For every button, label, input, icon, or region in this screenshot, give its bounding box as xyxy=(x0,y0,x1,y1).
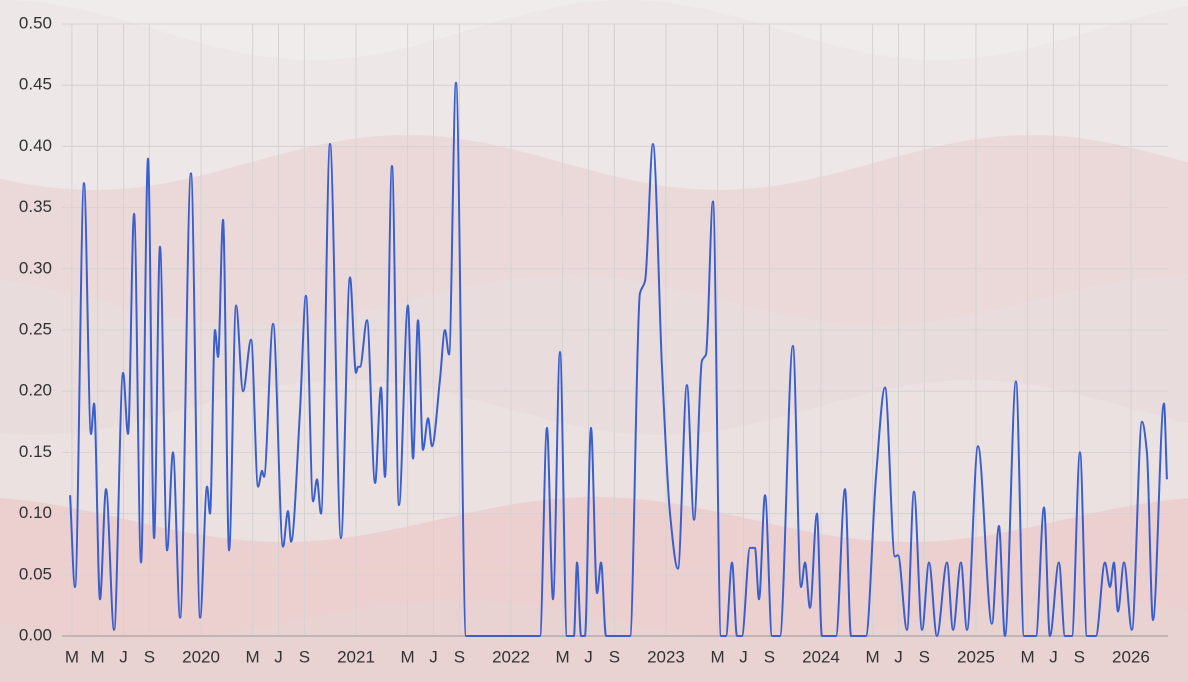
y-tick-label: 0.05 xyxy=(19,564,52,583)
x-tick-label: J xyxy=(1049,647,1058,666)
y-tick-label: 0.50 xyxy=(19,13,52,32)
y-tick-label: 0.40 xyxy=(19,136,52,155)
x-tick-label: M xyxy=(556,647,570,666)
x-tick-label: 2021 xyxy=(337,647,375,666)
y-tick-label: 0.35 xyxy=(19,197,52,216)
x-tick-label: J xyxy=(429,647,438,666)
x-tick-label: J xyxy=(119,647,128,666)
bg-band xyxy=(0,600,1188,682)
y-tick-label: 0.30 xyxy=(19,258,52,277)
x-tick-label: M xyxy=(91,647,105,666)
x-tick-label: M xyxy=(866,647,880,666)
x-tick-label: 2025 xyxy=(957,647,995,666)
y-tick-label: 0.20 xyxy=(19,381,52,400)
y-tick-label: 0.25 xyxy=(19,319,52,338)
x-tick-label: M xyxy=(65,647,79,666)
x-tick-label: M xyxy=(401,647,415,666)
x-tick-label: S xyxy=(919,647,930,666)
x-tick-label: M xyxy=(711,647,725,666)
x-tick-label: 2022 xyxy=(492,647,530,666)
x-tick-label: J xyxy=(739,647,748,666)
x-tick-label: S xyxy=(299,647,310,666)
y-tick-label: 0.00 xyxy=(19,625,52,644)
x-tick-label: 2023 xyxy=(647,647,685,666)
x-tick-label: S xyxy=(609,647,620,666)
x-tick-label: S xyxy=(454,647,465,666)
x-tick-label: J xyxy=(584,647,593,666)
x-tick-label: S xyxy=(764,647,775,666)
x-tick-label: M xyxy=(246,647,260,666)
x-tick-label: 2026 xyxy=(1112,647,1150,666)
x-tick-label: S xyxy=(1074,647,1085,666)
x-tick-label: J xyxy=(894,647,903,666)
x-tick-label: S xyxy=(144,647,155,666)
x-tick-label: J xyxy=(274,647,283,666)
y-tick-label: 0.10 xyxy=(19,503,52,522)
y-tick-label: 0.45 xyxy=(19,75,52,94)
x-tick-label: 2020 xyxy=(182,647,220,666)
x-tick-label: M xyxy=(1020,647,1034,666)
x-tick-label: 2024 xyxy=(802,647,840,666)
line xyxy=(69,81,1168,638)
y-tick-label: 0.15 xyxy=(19,442,52,461)
